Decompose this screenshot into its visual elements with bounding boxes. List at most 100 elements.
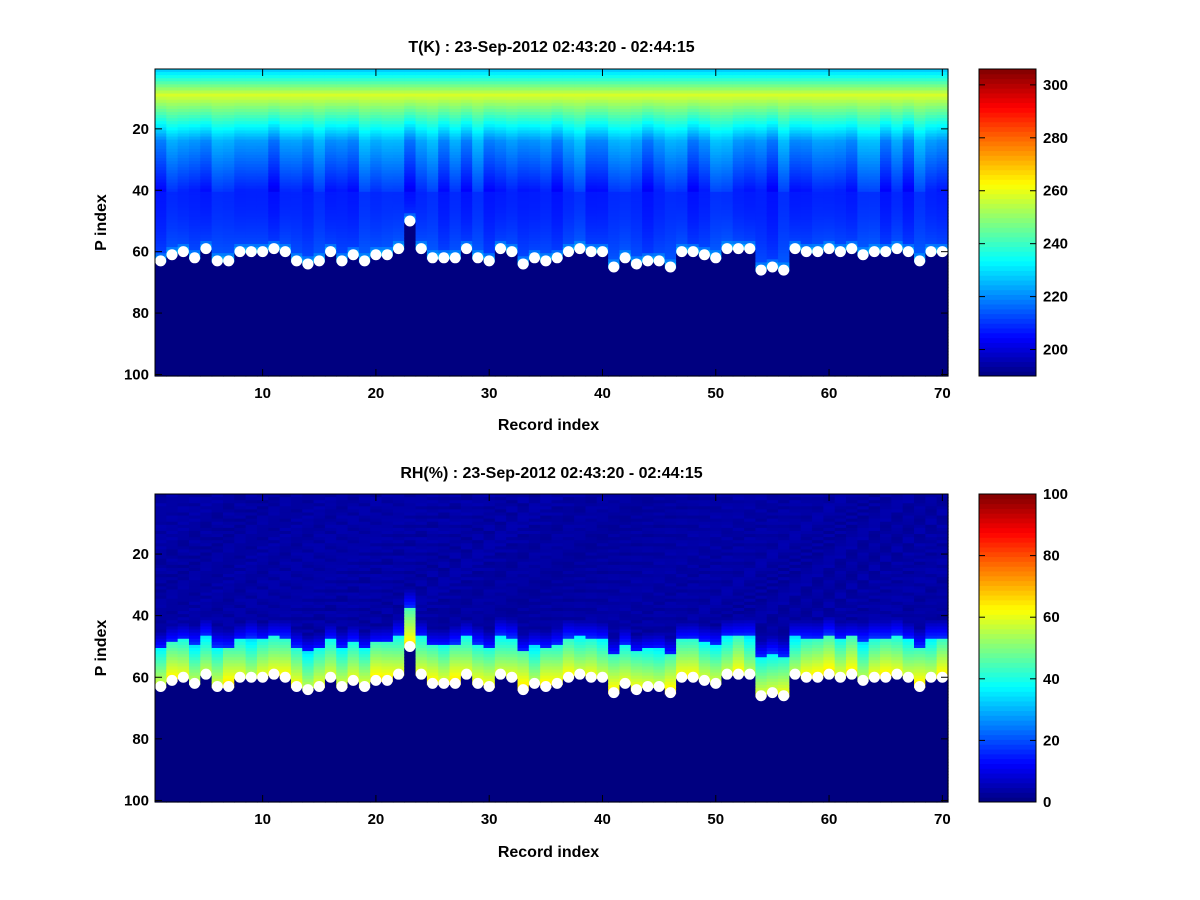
- heatmap-cell: [166, 182, 179, 187]
- heatmap-cell: [155, 320, 167, 325]
- heatmap-cell: [234, 87, 247, 92]
- heatmap-cell: [222, 191, 235, 196]
- heatmap-cell: [166, 296, 179, 300]
- heatmap-cell: [211, 136, 224, 141]
- heatmap-cell: [188, 173, 201, 178]
- heatmap-cell: [166, 185, 179, 190]
- heatmap-cell: [155, 317, 167, 322]
- heatmap-cell: [188, 136, 201, 141]
- heatmap-cell: [177, 357, 190, 362]
- heatmap-cell: [177, 170, 190, 174]
- heatmap-cell: [222, 280, 235, 285]
- heatmap-cell: [155, 75, 167, 79]
- heatmap-cell: [222, 234, 235, 239]
- heatmap-cell: [234, 96, 247, 101]
- heatmap-cell: [245, 225, 258, 230]
- heatmap-cell: [188, 167, 201, 171]
- heatmap-cell: [211, 253, 224, 257]
- heatmap-cell: [166, 121, 179, 125]
- heatmap-cell: [222, 154, 235, 159]
- heatmap-cell: [211, 158, 224, 162]
- heatmap-cell: [200, 372, 213, 377]
- heatmap-cell: [222, 78, 235, 82]
- heatmap-cell: [222, 148, 235, 153]
- heatmap-cell: [222, 121, 235, 125]
- heatmap-cell: [166, 326, 179, 331]
- heatmap-cell: [188, 118, 201, 122]
- heatmap-cell: [234, 194, 247, 199]
- heatmap-cell: [200, 296, 213, 300]
- heatmap-cell: [155, 302, 167, 306]
- heatmap-cell: [234, 311, 247, 316]
- heatmap-cell: [200, 173, 213, 178]
- heatmap-cell: [166, 154, 179, 159]
- heatmap-cell: [211, 188, 224, 193]
- heatmap-cell: [200, 188, 213, 193]
- heatmap-cell: [177, 158, 190, 162]
- heatmap-cell: [245, 265, 258, 270]
- heatmap-cell: [234, 302, 247, 306]
- heatmap-cell: [166, 151, 179, 156]
- heatmap-cell: [200, 216, 213, 221]
- heatmap-cell: [188, 222, 201, 227]
- heatmap-cell: [155, 136, 167, 141]
- heatmap-cell: [177, 317, 190, 322]
- heatmap-cell: [188, 345, 201, 349]
- heatmap-cell: [177, 99, 190, 104]
- heatmap-cell: [245, 259, 258, 264]
- heatmap-cell: [222, 357, 235, 362]
- heatmap-cell: [200, 262, 213, 267]
- heatmap-cell: [211, 302, 224, 306]
- heatmap-cell: [155, 145, 167, 150]
- heatmap-cell: [155, 133, 167, 138]
- heatmap-cell: [155, 296, 167, 300]
- heatmap-cell: [245, 145, 258, 150]
- heatmap-cell: [166, 372, 179, 377]
- heatmap-cell: [245, 351, 258, 356]
- heatmap-cell: [188, 105, 201, 110]
- heatmap-cell: [188, 194, 201, 199]
- heatmap-cell: [245, 323, 258, 328]
- heatmap-cell: [211, 139, 224, 144]
- heatmap-cell: [155, 201, 167, 205]
- heatmap-cell: [155, 167, 167, 171]
- heatmap-cell: [245, 84, 258, 89]
- heatmap-cell: [177, 213, 190, 217]
- heatmap-cell: [177, 305, 190, 310]
- heatmap-cell: [177, 72, 190, 76]
- heatmap-cell: [234, 127, 247, 131]
- heatmap-cell: [245, 216, 258, 221]
- heatmap-cell: [166, 78, 179, 82]
- heatmap-cell: [245, 133, 258, 138]
- heatmap-cell: [177, 161, 190, 165]
- heatmap-cell: [166, 69, 179, 73]
- heatmap-cell: [200, 305, 213, 310]
- heatmap-cell: [166, 247, 179, 251]
- heatmap-cell: [245, 201, 258, 205]
- heatmap-cell: [234, 207, 247, 211]
- heatmap-cell: [177, 151, 190, 156]
- heatmap-cell: [200, 87, 213, 92]
- heatmap-cell: [155, 240, 167, 245]
- heatmap-cell: [155, 197, 167, 202]
- heatmap-cell: [211, 216, 224, 221]
- heatmap-cell: [188, 161, 201, 165]
- heatmap-cell: [177, 90, 190, 95]
- heatmap-cell: [222, 314, 235, 319]
- heatmap-cell: [234, 133, 247, 138]
- heatmap-cell: [234, 240, 247, 245]
- heatmap-cell: [166, 127, 179, 131]
- heatmap-cell: [188, 204, 201, 208]
- heatmap-cell: [188, 247, 201, 251]
- heatmap-cell: [234, 326, 247, 331]
- heatmap-cell: [166, 345, 179, 349]
- heatmap-cell: [200, 326, 213, 331]
- heatmap-cell: [177, 93, 190, 98]
- heatmap-cell: [166, 115, 179, 119]
- heatmap-cell: [234, 182, 247, 187]
- heatmap-cell: [200, 124, 213, 128]
- heatmap-cell: [245, 296, 258, 300]
- heatmap-cell: [177, 111, 190, 116]
- heatmap-cell: [234, 283, 247, 288]
- heatmap-cell: [245, 271, 258, 276]
